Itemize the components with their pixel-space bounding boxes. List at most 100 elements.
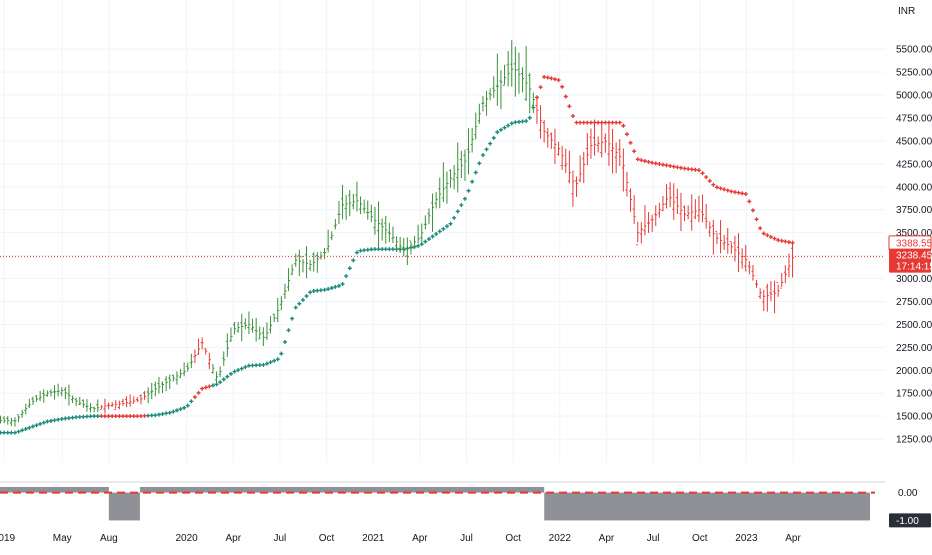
stop-marker — [488, 141, 493, 146]
stop-marker — [160, 411, 165, 416]
stop-marker — [347, 266, 352, 271]
oscillator-area — [544, 492, 870, 521]
stop-marker — [358, 248, 363, 253]
x-tick-label: 2022 — [549, 533, 572, 544]
stop-marker — [84, 414, 89, 419]
stop-marker — [257, 363, 262, 368]
stop-marker — [318, 288, 323, 293]
stop-marker — [635, 157, 640, 162]
stop-marker — [27, 425, 32, 430]
stop-marker — [614, 120, 619, 125]
stop-marker — [182, 405, 187, 410]
stop-marker — [498, 127, 503, 132]
x-tick-label: Oct — [692, 533, 708, 544]
stop-marker — [279, 351, 284, 356]
y-tick-label: 3750.00 — [896, 205, 932, 216]
x-tick-label: Jul — [460, 533, 473, 544]
stop-marker — [264, 361, 269, 366]
stop-marker — [722, 187, 727, 192]
y-tick-label: 4000.00 — [896, 182, 932, 193]
stop-marker — [509, 121, 514, 126]
stop-marker — [196, 390, 201, 395]
y-tick-label: 1250.00 — [896, 435, 932, 446]
oscillator-panel — [0, 487, 875, 521]
stop-marker — [437, 229, 442, 234]
stop-marker — [311, 289, 316, 294]
x-tick-label: Apr — [225, 533, 241, 544]
stop-marker — [682, 166, 687, 171]
y-tick-label: 1500.00 — [896, 412, 932, 423]
stop-marker — [362, 248, 367, 253]
stop-marker — [444, 224, 449, 229]
stop-marker — [344, 274, 349, 279]
stop-marker — [171, 409, 176, 414]
stop-marker — [174, 408, 179, 413]
stop-marker — [124, 414, 129, 419]
stop-marker — [308, 290, 313, 295]
stop-marker — [322, 287, 327, 292]
stop-marker — [48, 418, 53, 423]
stop-marker — [470, 179, 475, 184]
stop-marker — [484, 147, 489, 152]
stop-marker — [761, 231, 766, 236]
stop-marker — [113, 414, 118, 419]
stop-marker — [59, 416, 64, 421]
stop-marker — [333, 284, 338, 289]
stop-marker — [516, 119, 521, 124]
stop-marker — [520, 119, 525, 124]
stop-marker — [711, 182, 716, 187]
stop-marker — [772, 236, 777, 241]
stop-marker — [135, 414, 140, 419]
y-tick-label: 2500.00 — [896, 320, 932, 331]
stop-marker — [5, 430, 10, 435]
stop-marker — [542, 74, 547, 79]
stop-marker — [506, 123, 511, 128]
currency-label: INR — [898, 6, 915, 17]
x-tick-label: Jul — [647, 533, 660, 544]
stop-marker — [282, 339, 287, 344]
stop-marker — [210, 383, 215, 388]
stop-marker — [102, 414, 107, 419]
stop-marker — [570, 114, 575, 119]
stop-marker — [383, 247, 388, 252]
y-tick-label: 2750.00 — [896, 297, 932, 308]
stop-marker — [300, 297, 305, 302]
stop-marker — [768, 234, 773, 239]
stop-marker — [779, 238, 784, 243]
stop-marker — [693, 167, 698, 172]
stop-marker — [228, 371, 233, 376]
stop-marker — [452, 215, 457, 220]
stop-marker — [671, 164, 676, 169]
stop-marker — [610, 120, 615, 125]
stop-marker — [686, 166, 691, 171]
stop-marker — [675, 165, 680, 170]
stop-marker — [138, 414, 143, 419]
stop-marker — [642, 159, 647, 164]
stop-marker — [243, 365, 248, 370]
stop-marker — [628, 140, 633, 145]
stop-marker — [41, 420, 46, 425]
stop-marker — [617, 120, 622, 125]
stop-marker — [38, 421, 43, 426]
stop-marker — [473, 170, 478, 175]
stop-marker — [254, 363, 259, 368]
y-tick-label: 5250.00 — [896, 68, 932, 79]
stop-marker — [783, 239, 788, 244]
price-series — [0, 40, 795, 427]
stop-marker — [156, 412, 161, 417]
stop-marker — [423, 239, 428, 244]
stop-marker — [340, 281, 345, 286]
x-tick-label: Apr — [785, 533, 801, 544]
stop-marker — [63, 416, 68, 421]
stop-marker — [689, 167, 694, 172]
stop-marker — [369, 247, 374, 252]
stop-marker — [621, 123, 626, 128]
stop-marker — [9, 430, 14, 435]
y-tick-label: 4750.00 — [896, 113, 932, 124]
stop-marker — [207, 384, 212, 389]
axes: INR 5500.00 5250.00 5000.00 4750.00 4500.00 4… — [0, 6, 932, 544]
x-tick-label: Oct — [505, 533, 521, 544]
grid — [0, 0, 885, 483]
